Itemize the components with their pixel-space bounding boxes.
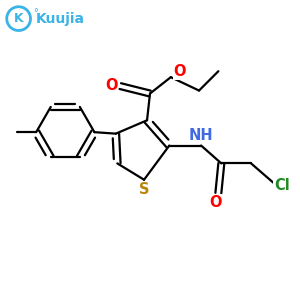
Text: O: O	[173, 64, 186, 79]
Text: K: K	[14, 12, 23, 25]
Text: NH: NH	[189, 128, 213, 142]
Text: Cl: Cl	[274, 178, 290, 193]
Text: Kuujia: Kuujia	[36, 12, 85, 26]
Text: S: S	[140, 182, 150, 197]
Text: °: °	[33, 8, 38, 18]
Text: O: O	[209, 194, 222, 209]
Text: O: O	[105, 78, 118, 93]
